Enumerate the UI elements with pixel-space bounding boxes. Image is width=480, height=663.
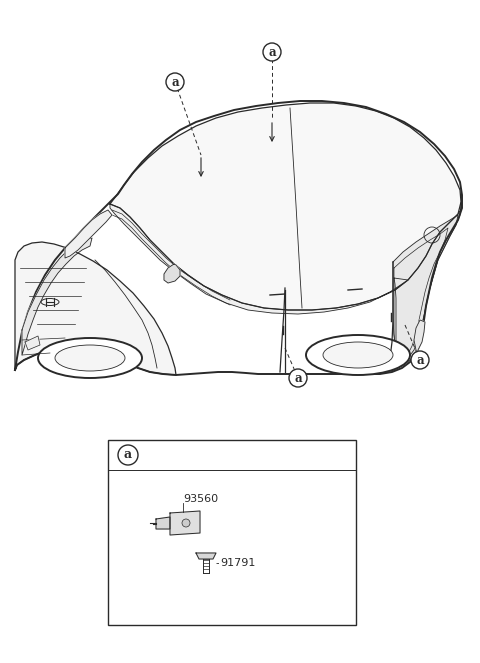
Text: 93560: 93560 <box>183 494 218 504</box>
Ellipse shape <box>38 338 142 378</box>
Polygon shape <box>382 202 462 373</box>
Circle shape <box>263 43 281 61</box>
Text: a: a <box>294 371 302 385</box>
Ellipse shape <box>55 345 125 371</box>
Ellipse shape <box>306 335 410 375</box>
Polygon shape <box>414 320 425 350</box>
Polygon shape <box>22 238 92 355</box>
Polygon shape <box>393 215 458 364</box>
Polygon shape <box>110 204 408 314</box>
Polygon shape <box>156 517 170 529</box>
Polygon shape <box>110 103 461 310</box>
Polygon shape <box>15 242 176 375</box>
Text: a: a <box>416 353 424 367</box>
Text: a: a <box>124 448 132 461</box>
Text: a: a <box>268 46 276 58</box>
Polygon shape <box>25 336 40 350</box>
Polygon shape <box>15 101 462 375</box>
Circle shape <box>182 519 190 527</box>
Polygon shape <box>170 511 200 535</box>
Circle shape <box>118 445 138 465</box>
Ellipse shape <box>323 342 393 368</box>
Circle shape <box>411 351 429 369</box>
Polygon shape <box>65 210 112 258</box>
Circle shape <box>289 369 307 387</box>
Text: 91791: 91791 <box>220 558 255 568</box>
Text: a: a <box>171 76 179 88</box>
Circle shape <box>166 73 184 91</box>
Bar <box>108 440 356 625</box>
Polygon shape <box>196 553 216 559</box>
Polygon shape <box>164 264 180 283</box>
